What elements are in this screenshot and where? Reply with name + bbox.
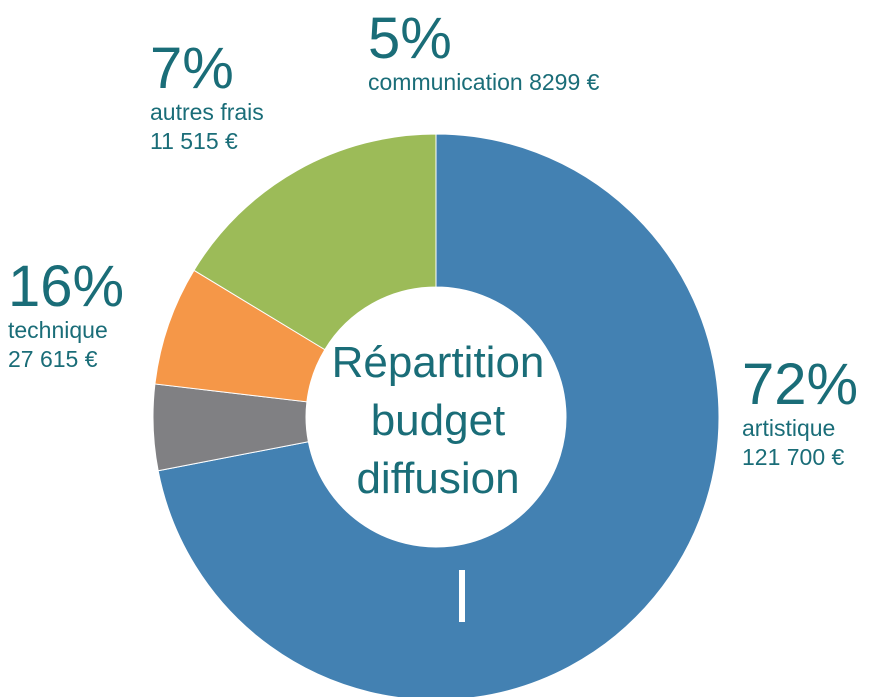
slice-percent-communication: 5% xyxy=(368,6,452,71)
slice-amount-communication: 8299 € xyxy=(529,69,600,95)
slice-category-technique: technique xyxy=(8,317,108,343)
slice-label-technique: 16% technique 27 615 € xyxy=(8,258,124,374)
donut-slices xyxy=(152,133,720,697)
slice-label-artistique: 72% artistique 121 700 € xyxy=(742,356,858,472)
chart-title-line-3: diffusion xyxy=(356,454,520,503)
slice-percent-artistique: 72% xyxy=(742,352,859,417)
slice-category-artistique: artistique xyxy=(742,415,836,441)
slice-label-autres-frais: 7% autres frais 11 515 € xyxy=(150,40,264,156)
slice-artistique xyxy=(157,133,720,697)
slice-percent-autres-frais: 7% xyxy=(150,36,234,101)
slice-amount-autres-frais: 11 515 € xyxy=(150,128,238,154)
slice-percent-technique: 16% xyxy=(8,254,125,319)
slice-category-autres-frais: autres frais xyxy=(150,99,264,125)
chart-title: Répartition budget diffusion xyxy=(318,334,558,508)
slice-label-communication: 5% communication 8299 € xyxy=(368,10,599,97)
slice-category-communication-text: communication xyxy=(368,69,523,95)
chart-title-line-2: budget xyxy=(370,396,506,445)
chart-title-line-1: Répartition xyxy=(331,338,545,387)
slice-amount-artistique: 121 700 € xyxy=(742,444,845,470)
slice-marker xyxy=(459,570,465,622)
slice-amount-technique: 27 615 € xyxy=(8,346,98,372)
slice-technique xyxy=(193,133,437,351)
slice-category-communication: communication 8299 € xyxy=(368,68,599,97)
